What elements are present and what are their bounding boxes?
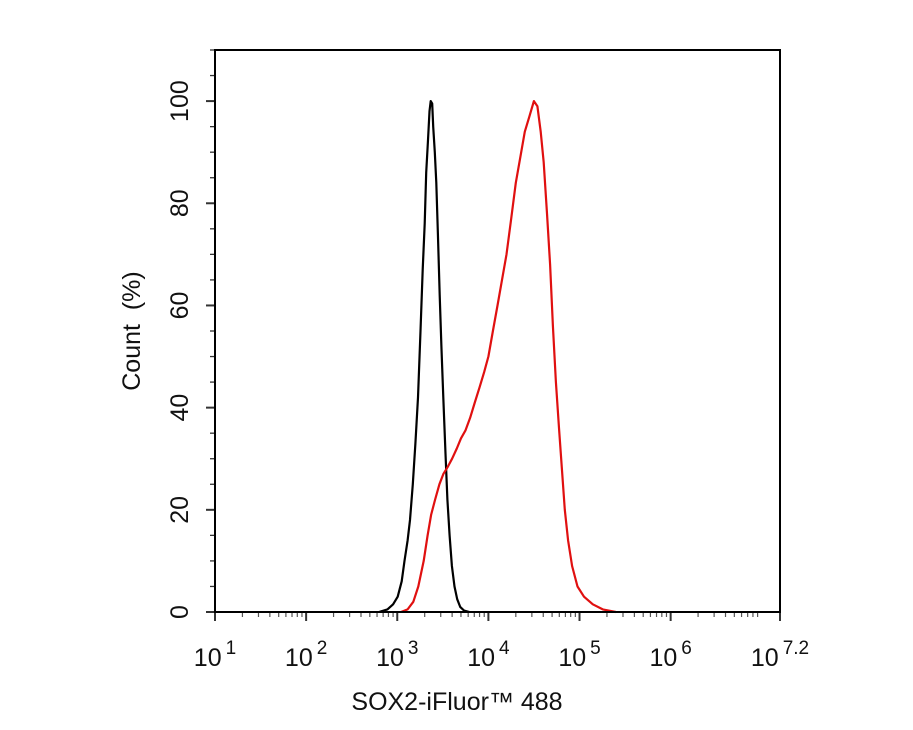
y-tick-label: 100	[166, 80, 194, 122]
y-tick-label: 80	[166, 189, 194, 217]
x-tick-exponent: 7.2	[783, 638, 809, 659]
y-tick-label: 20	[166, 496, 194, 524]
x-tick-labels: 10 1 10 2 10 3 10 4 10 5 10 6 10 7.2	[194, 638, 809, 672]
x-tick-exponent: 3	[408, 638, 419, 659]
y-tick-label: 0	[166, 605, 194, 619]
x-tick-base: 10	[751, 644, 779, 672]
x-tick-label: 10 5	[558, 638, 600, 672]
x-tick-exponent: 1	[226, 638, 237, 659]
x-tick-base: 10	[376, 644, 404, 672]
x-tick-exponent: 4	[499, 638, 510, 659]
x-tick-label: 10 7.2	[751, 638, 809, 672]
x-tick-base: 10	[467, 644, 495, 672]
plot-frame	[214, 49, 781, 613]
minor-tick-marks	[210, 49, 759, 617]
x-tick-base: 10	[558, 644, 586, 672]
x-tick-exponent: 5	[590, 638, 601, 659]
major-tick-marks	[206, 100, 781, 621]
series-layer	[215, 100, 780, 614]
y-tick-label: 60	[166, 292, 194, 320]
series-2-line	[400, 100, 617, 614]
x-tick-base: 10	[285, 644, 313, 672]
series-1-line	[378, 100, 470, 614]
x-tick-base: 10	[194, 644, 222, 672]
x-tick-exponent: 6	[681, 638, 692, 659]
x-tick-base: 10	[649, 644, 677, 672]
x-tick-label: 10 1	[194, 638, 236, 672]
x-tick-label: 10 3	[376, 638, 418, 672]
x-tick-label: 10 2	[285, 638, 327, 672]
x-tick-label: 10 4	[467, 638, 510, 672]
x-axis-title: SOX2-iFluor™ 488	[351, 688, 562, 716]
x-tick-exponent: 2	[317, 638, 328, 659]
y-tick-labels: 0 20 40 60 80 100	[166, 80, 194, 619]
y-tick-label: 40	[166, 394, 194, 422]
y-axis-title: Count (%)	[118, 271, 146, 390]
x-tick-label: 10 6	[649, 638, 691, 672]
